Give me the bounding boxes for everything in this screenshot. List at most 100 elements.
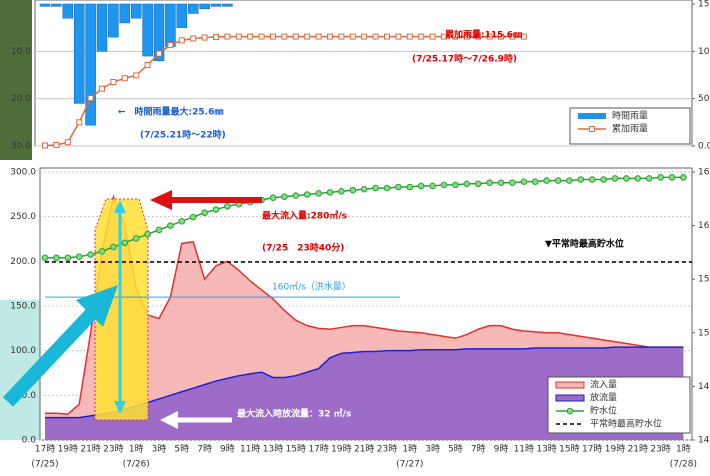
marker <box>54 255 60 261</box>
marker <box>76 254 82 260</box>
x-tick-label: 1時 <box>676 444 691 455</box>
legend-icon <box>567 408 573 414</box>
y2-tick-label: 0.0 <box>698 142 710 152</box>
x-tick-label: 3時 <box>425 444 440 455</box>
marker <box>385 34 390 39</box>
x-tick-label: 1時 <box>129 444 144 455</box>
x-tick-label: 23時 <box>103 444 123 455</box>
marker <box>88 96 93 101</box>
annotation: 累加雨量:115.6㎜ <box>445 29 522 41</box>
page: 10.020.030.01510500.00.050.0100.0150.020… <box>0 0 710 476</box>
marker <box>111 244 117 250</box>
marker <box>396 184 402 190</box>
x-tick-label: 1時 <box>402 444 417 455</box>
marker <box>373 34 378 39</box>
marker <box>544 178 550 184</box>
marker <box>658 175 664 181</box>
marker <box>202 35 207 40</box>
marker <box>601 177 607 183</box>
x-tick-label: 23時 <box>650 444 670 455</box>
marker <box>225 34 230 39</box>
marker <box>270 195 276 201</box>
marker <box>578 177 584 183</box>
marker <box>407 34 412 39</box>
x-tick-label: 15時 <box>286 444 306 455</box>
marker <box>248 34 253 39</box>
x-tick-label: 9時 <box>494 444 509 455</box>
marker <box>214 35 219 40</box>
marker <box>350 187 356 193</box>
bar <box>51 4 61 6</box>
marker <box>157 51 162 56</box>
x-tick-label: 7時 <box>471 444 486 455</box>
y-tick-label: 250.0 <box>10 212 36 222</box>
bar <box>120 4 130 23</box>
y2-tick-label: 15 <box>698 275 709 285</box>
marker <box>407 184 413 190</box>
bar <box>108 4 118 37</box>
bar <box>165 4 175 47</box>
marker <box>225 204 231 210</box>
x-date-label: (7/26) <box>123 460 150 470</box>
marker <box>498 180 504 186</box>
reference-label: 160㎥/s（洪水量） <box>272 281 351 293</box>
x-tick-label: 23時 <box>377 444 397 455</box>
legend-label: 放流量 <box>590 392 617 404</box>
marker <box>475 181 481 187</box>
x-tick-label: 11時 <box>514 444 534 455</box>
marker <box>202 210 208 216</box>
marker <box>396 34 401 39</box>
y2-tick-label: 50 <box>698 94 710 104</box>
marker <box>567 178 573 184</box>
marker <box>145 231 151 237</box>
x-tick-label: 13時 <box>536 444 556 455</box>
bar <box>211 4 221 6</box>
marker <box>293 193 299 199</box>
marker <box>179 219 185 225</box>
marker <box>111 80 116 85</box>
marker <box>65 255 71 261</box>
bar <box>188 4 198 13</box>
x-tick-label: 17時 <box>35 444 55 455</box>
chart: 10.020.030.01510500.00.050.0100.0150.020… <box>0 0 710 476</box>
y-tick-label: 200.0 <box>10 257 36 267</box>
marker <box>191 36 196 41</box>
x-tick-label: 21時 <box>354 444 374 455</box>
marker <box>328 34 333 39</box>
marker <box>555 178 561 184</box>
marker <box>635 176 641 182</box>
x-tick-label: 11時 <box>240 444 260 455</box>
legend-icon <box>556 395 584 401</box>
bar <box>74 4 84 103</box>
x-date-label: (7/25) <box>31 460 58 470</box>
marker <box>179 38 184 43</box>
x-tick-label: 19時 <box>58 444 78 455</box>
marker <box>361 186 367 192</box>
marker <box>681 175 687 181</box>
legend-label: 時間雨量 <box>612 111 648 122</box>
marker <box>134 73 139 78</box>
marker <box>350 34 355 39</box>
x-tick-label: 9時 <box>220 444 235 455</box>
photo-edge <box>0 0 32 160</box>
marker <box>453 182 459 188</box>
marker <box>441 182 447 188</box>
y2-tick-label: 10 <box>698 47 710 57</box>
annotation: (7/25.17時～7/26.9時) <box>412 53 517 65</box>
marker <box>100 86 105 91</box>
marker <box>464 181 470 187</box>
marker <box>669 175 675 181</box>
bar <box>63 4 73 18</box>
x-tick-label: 13時 <box>263 444 283 455</box>
annotation: 最大流入時放流量：32 ㎥/s <box>237 408 351 420</box>
bar <box>40 4 50 6</box>
marker <box>156 227 162 233</box>
x-date-label: (7/28) <box>670 460 697 470</box>
marker <box>259 34 264 39</box>
legend-label: 流入量 <box>590 379 617 391</box>
marker <box>236 34 241 39</box>
legend-icon <box>590 127 595 132</box>
marker <box>384 185 390 191</box>
y-tick-label: 100.0 <box>10 346 36 356</box>
marker <box>430 183 436 189</box>
